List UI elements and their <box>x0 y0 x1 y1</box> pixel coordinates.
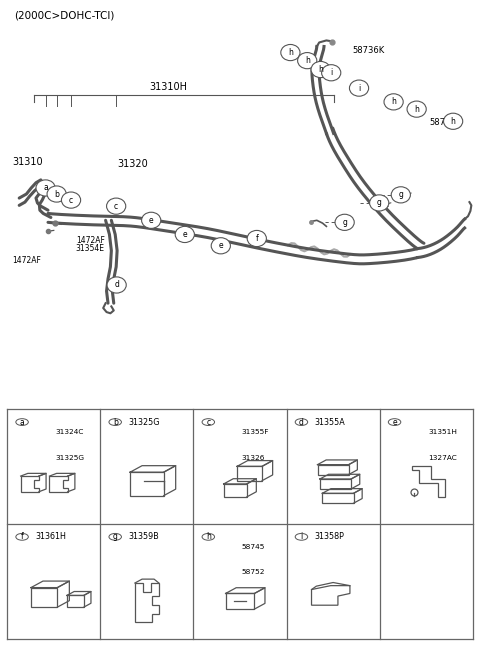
Circle shape <box>384 94 403 110</box>
Text: 31325G: 31325G <box>56 454 84 461</box>
Text: 1472AF: 1472AF <box>76 236 105 245</box>
Circle shape <box>407 101 426 117</box>
Circle shape <box>47 186 66 202</box>
Text: h: h <box>288 48 293 57</box>
Circle shape <box>349 80 369 96</box>
Text: f: f <box>255 234 258 243</box>
Text: 31325G: 31325G <box>128 417 160 426</box>
Circle shape <box>107 198 126 215</box>
Circle shape <box>109 533 121 541</box>
Text: g: g <box>398 190 403 200</box>
Text: e: e <box>218 241 223 250</box>
Text: h: h <box>305 56 310 65</box>
Circle shape <box>16 419 28 426</box>
Text: i: i <box>358 83 360 93</box>
Text: c: c <box>206 417 210 426</box>
Circle shape <box>211 238 230 254</box>
Circle shape <box>298 53 317 68</box>
Text: 31310H: 31310H <box>150 82 188 92</box>
Text: h: h <box>206 532 211 541</box>
Text: 31355A: 31355A <box>314 417 345 426</box>
Circle shape <box>36 180 55 196</box>
Text: 31359B: 31359B <box>128 532 159 541</box>
Circle shape <box>109 419 121 426</box>
Text: c: c <box>69 196 73 205</box>
Circle shape <box>295 419 308 426</box>
Text: 58745: 58745 <box>242 544 265 550</box>
Text: 1327AC: 1327AC <box>428 454 457 461</box>
Text: i: i <box>300 532 302 541</box>
Text: 31324C: 31324C <box>56 430 84 436</box>
Text: 31358P: 31358P <box>314 532 344 541</box>
Text: 58752: 58752 <box>242 569 265 576</box>
Text: b: b <box>113 417 118 426</box>
Circle shape <box>175 226 194 243</box>
Circle shape <box>16 533 28 541</box>
Text: f: f <box>21 532 24 541</box>
Text: 58736K: 58736K <box>353 46 385 55</box>
Text: 31326: 31326 <box>242 454 265 461</box>
Circle shape <box>202 533 215 541</box>
Text: i: i <box>330 68 332 78</box>
Text: d: d <box>114 280 119 289</box>
Text: h: h <box>451 117 456 126</box>
Circle shape <box>61 192 81 208</box>
Circle shape <box>247 230 266 246</box>
Text: 31355F: 31355F <box>242 430 269 436</box>
Text: b: b <box>54 190 59 199</box>
Text: e: e <box>149 216 154 225</box>
Circle shape <box>202 419 215 426</box>
Text: e: e <box>182 230 187 239</box>
Circle shape <box>388 419 401 426</box>
Circle shape <box>281 44 300 61</box>
Text: 1472AF: 1472AF <box>12 256 41 265</box>
Circle shape <box>295 533 308 541</box>
Text: h: h <box>414 104 419 113</box>
Circle shape <box>444 113 463 129</box>
Text: g: g <box>377 198 382 207</box>
Circle shape <box>335 215 354 230</box>
Circle shape <box>322 65 341 81</box>
Text: c: c <box>114 201 118 211</box>
Circle shape <box>311 61 330 78</box>
Text: e: e <box>392 417 397 426</box>
Text: a: a <box>43 183 48 192</box>
Text: 31320: 31320 <box>118 158 148 169</box>
Text: g: g <box>113 532 118 541</box>
Circle shape <box>107 277 126 293</box>
Circle shape <box>391 186 410 203</box>
Text: (2000C>DOHC-TCI): (2000C>DOHC-TCI) <box>14 10 115 20</box>
Text: 31354E: 31354E <box>76 244 105 253</box>
Text: a: a <box>20 417 24 426</box>
Circle shape <box>142 213 161 228</box>
Text: h: h <box>318 65 323 74</box>
Text: 31351H: 31351H <box>428 430 457 436</box>
Text: 58735T: 58735T <box>430 117 461 126</box>
Circle shape <box>370 195 389 211</box>
Text: 31361H: 31361H <box>35 532 66 541</box>
Text: d: d <box>299 417 304 426</box>
Text: 31310: 31310 <box>12 156 43 167</box>
Text: h: h <box>391 97 396 106</box>
Text: g: g <box>342 218 347 227</box>
